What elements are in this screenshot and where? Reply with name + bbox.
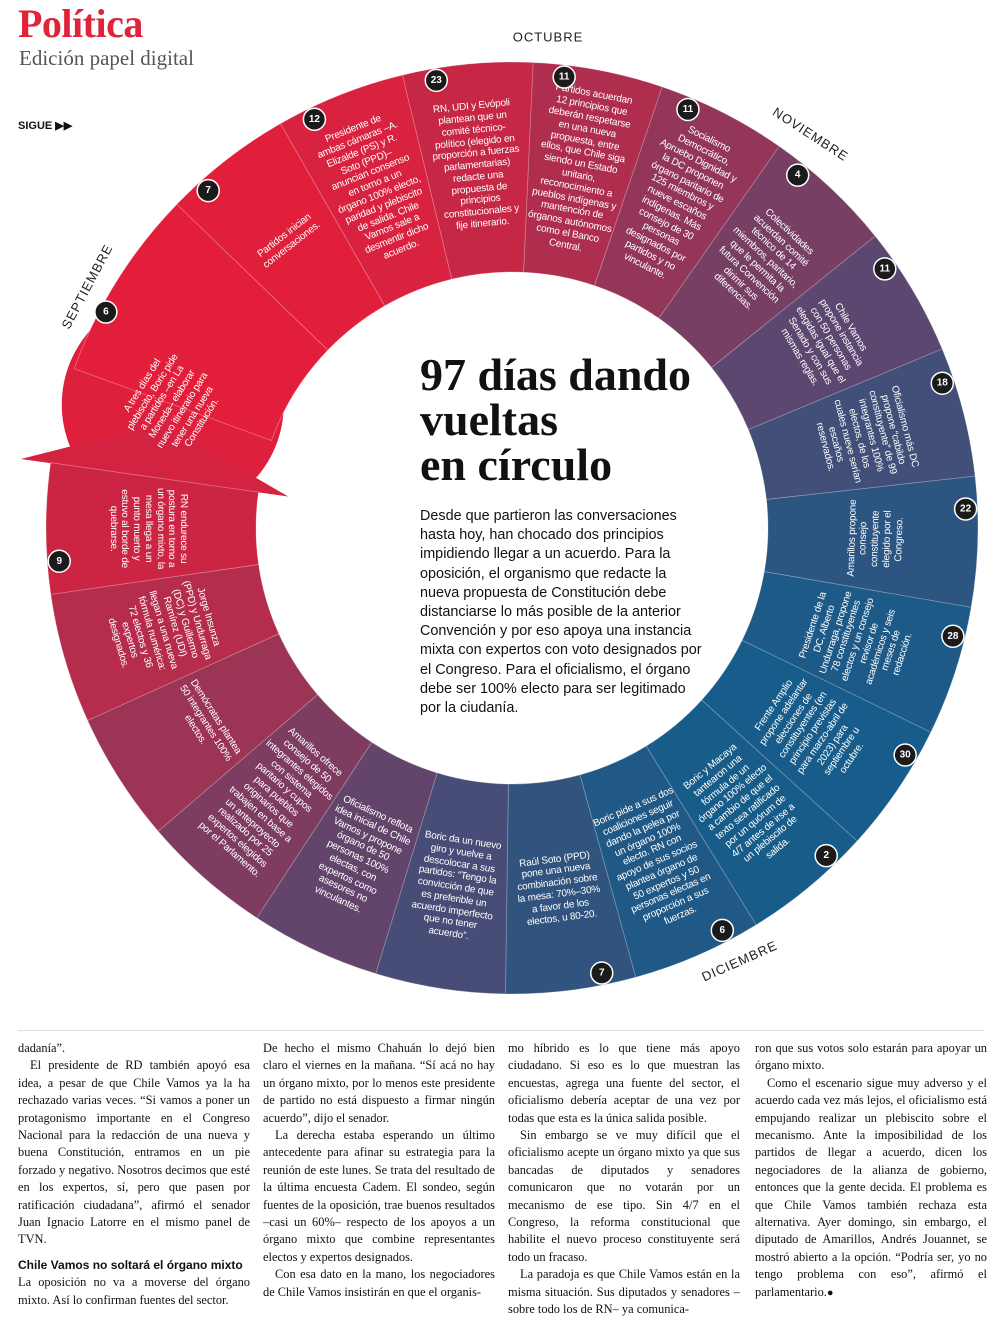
date-badge	[302, 107, 327, 132]
edition-label: Edición papel digital	[19, 46, 194, 70]
timeline-ring: A tres días del plebiscito, Boric pide a…	[20, 29, 979, 995]
paragraph: De hecho el mismo Chahuán lo dejó bien c…	[263, 1041, 495, 1125]
timeline-segment	[645, 699, 858, 926]
date-badge-number: 23	[431, 75, 443, 86]
date-badge-number: 6	[103, 307, 109, 318]
infographic-title: 97 días dando vueltas en círculo	[420, 349, 750, 490]
date-badge	[814, 843, 838, 868]
event-text: RN, UDI y Evópoli plantean que un comité…	[432, 97, 520, 233]
infographic-intro: Desde que partieron las conversaciones h…	[420, 508, 702, 717]
paragraph: dadanía”.	[18, 1041, 66, 1055]
date-badge	[873, 257, 897, 281]
paragraph: Con esa dato en la mano, los negociadore…	[263, 1267, 495, 1299]
date-badge-number: 11	[559, 72, 570, 83]
timeline-segment	[504, 774, 637, 995]
timeline-segment	[700, 639, 932, 842]
date-badge-number: 4	[795, 170, 801, 181]
article-column: dadanía”. El presidente de RD también apo…	[18, 1040, 250, 1309]
paragraph: ron que sus votos solo estarán para apoy…	[755, 1041, 987, 1073]
date-badge	[589, 961, 614, 985]
date-badge-number: 22	[960, 503, 972, 514]
event-text: RN endurece su postura en torno a un órg…	[107, 487, 190, 570]
paragraph: La derecha estaba esperando un último an…	[263, 1128, 495, 1264]
continue-link[interactable]: SIGUE ▶▶	[18, 120, 73, 132]
date-badge	[953, 497, 978, 521]
paragraph: La paradoja es que Chile Vamos están en …	[508, 1267, 740, 1317]
date-badge	[676, 97, 700, 122]
date-badge-number: 6	[720, 925, 726, 936]
paragraph: Como el escenario sigue muy adverso y el…	[755, 1075, 987, 1302]
date-badge	[196, 178, 220, 203]
paragraph: mo híbrido es lo que tiene más apoyo ciu…	[508, 1041, 740, 1125]
timeline-segment	[176, 122, 386, 351]
date-badge-number: 11	[683, 104, 694, 115]
date-badge-number: 2	[823, 850, 829, 861]
date-badge-number: 7	[205, 185, 211, 196]
date-badge	[710, 918, 735, 943]
date-badge-number: 12	[309, 114, 321, 125]
title-line: en círculo	[420, 439, 613, 490]
paragraph: La oposición no va a moverse del órgano …	[18, 1275, 250, 1307]
date-badge-number: 9	[56, 556, 62, 567]
event-box: Amarillos propone consejo constituyente …	[845, 499, 906, 577]
date-badge-number: 18	[937, 378, 949, 389]
date-badge	[424, 68, 449, 93]
date-badge	[94, 300, 118, 324]
date-badge	[893, 743, 917, 767]
date-badge-number: 11	[880, 263, 891, 274]
article-column: mo híbrido es lo que tiene más apoyo ciu…	[508, 1040, 740, 1319]
event-box: RN, UDI y Evópoli plantean que un comité…	[432, 97, 520, 233]
paragraph: El presidente de RD también apoyó esa id…	[18, 1058, 250, 1247]
section-title: Política	[18, 1, 143, 46]
date-badge	[47, 549, 71, 574]
title-line: 97 días dando	[420, 349, 692, 400]
article-column: De hecho el mismo Chahuán lo dejó bien c…	[263, 1040, 495, 1301]
date-badge-number: 7	[599, 968, 605, 979]
date-badge-number: 28	[947, 631, 959, 642]
date-badge-number: 30	[900, 750, 912, 761]
article-column: ron que sus votos solo estarán para apoy…	[755, 1040, 987, 1302]
ring-arrowhead	[20, 423, 289, 497]
month-label: OCTUBRE	[513, 29, 584, 44]
timeline-segment	[401, 61, 534, 280]
date-badge	[785, 163, 810, 187]
timeline-segment	[45, 462, 260, 595]
event-box: RN endurece su postura en torno a un órg…	[107, 487, 190, 570]
subheading: Chile Vamos no soltará el órgano mixto	[18, 1257, 243, 1272]
event-text: Amarillos propone consejo constituyente …	[845, 499, 906, 577]
title-line: vueltas	[420, 394, 558, 445]
divider	[18, 1030, 984, 1031]
date-badge	[930, 371, 955, 395]
date-badge	[552, 65, 576, 89]
paragraph: Sin embargo se ve muy difícil que el ofi…	[508, 1128, 740, 1264]
date-badge	[941, 624, 965, 649]
